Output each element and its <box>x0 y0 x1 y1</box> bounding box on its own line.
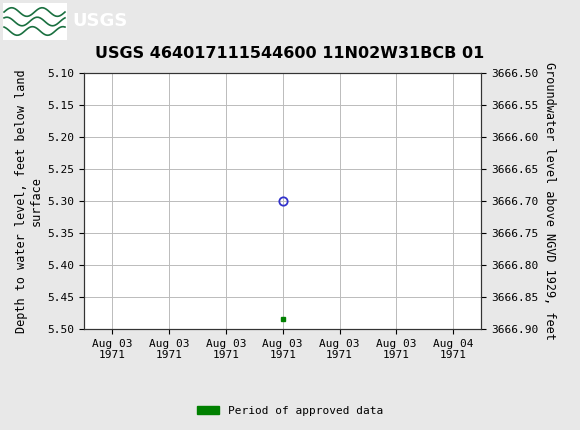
Text: USGS: USGS <box>72 12 128 31</box>
Legend: Period of approved data: Period of approved data <box>193 401 387 420</box>
Bar <box>3 3 67 40</box>
Text: USGS 464017111544600 11N02W31BCB 01: USGS 464017111544600 11N02W31BCB 01 <box>95 46 485 61</box>
Y-axis label: Depth to water level, feet below land
surface: Depth to water level, feet below land su… <box>15 69 44 333</box>
Y-axis label: Groundwater level above NGVD 1929, feet: Groundwater level above NGVD 1929, feet <box>542 62 556 340</box>
